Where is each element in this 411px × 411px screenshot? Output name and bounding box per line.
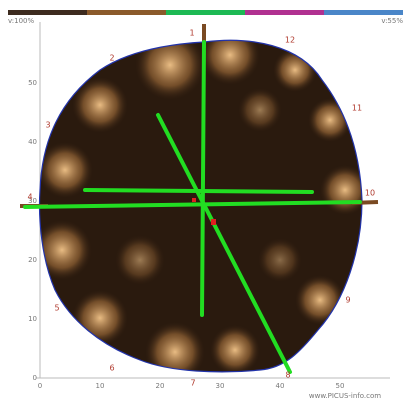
sensor-label: 7 (190, 379, 195, 388)
scale-left-label: v:100% (8, 17, 34, 25)
sensor-label: 2 (109, 54, 114, 63)
y-tick-label: 20 (28, 256, 37, 264)
trunk-outline (38, 39, 363, 373)
scale-right-label: v:55% (381, 17, 403, 25)
y-tick-label: 30 (28, 197, 37, 205)
sensor-label: 12 (285, 36, 295, 45)
x-tick-label: 20 (156, 382, 165, 390)
marker (211, 219, 216, 225)
y-tick-label: 40 (28, 138, 37, 146)
x-tick-label: 50 (336, 382, 345, 390)
x-tick-label: 10 (96, 382, 105, 390)
x-tick-label: 30 (216, 382, 225, 390)
sensor-label: 4 (27, 193, 32, 202)
y-tick-label: 10 (28, 315, 37, 323)
color-scale (8, 10, 403, 15)
footer: www.PICUS-info.com (309, 392, 381, 400)
sound-paths (23, 40, 362, 374)
x-tick-label: 40 (276, 382, 285, 390)
marker (192, 198, 196, 202)
sensor-label: 9 (345, 296, 350, 305)
sensor-label: 8 (285, 371, 290, 380)
sensor-label: 6 (109, 364, 114, 373)
sensor-label: 1 (189, 29, 194, 38)
x-tick-label: 0 (38, 382, 42, 390)
sensor-label: 3 (45, 121, 50, 130)
y-tick-label: 0 (33, 374, 37, 382)
sensor-label: 10 (365, 189, 375, 198)
y-tick-label: 50 (28, 79, 37, 87)
sensor-label: 11 (352, 104, 362, 113)
sensor-label: 5 (54, 304, 59, 313)
